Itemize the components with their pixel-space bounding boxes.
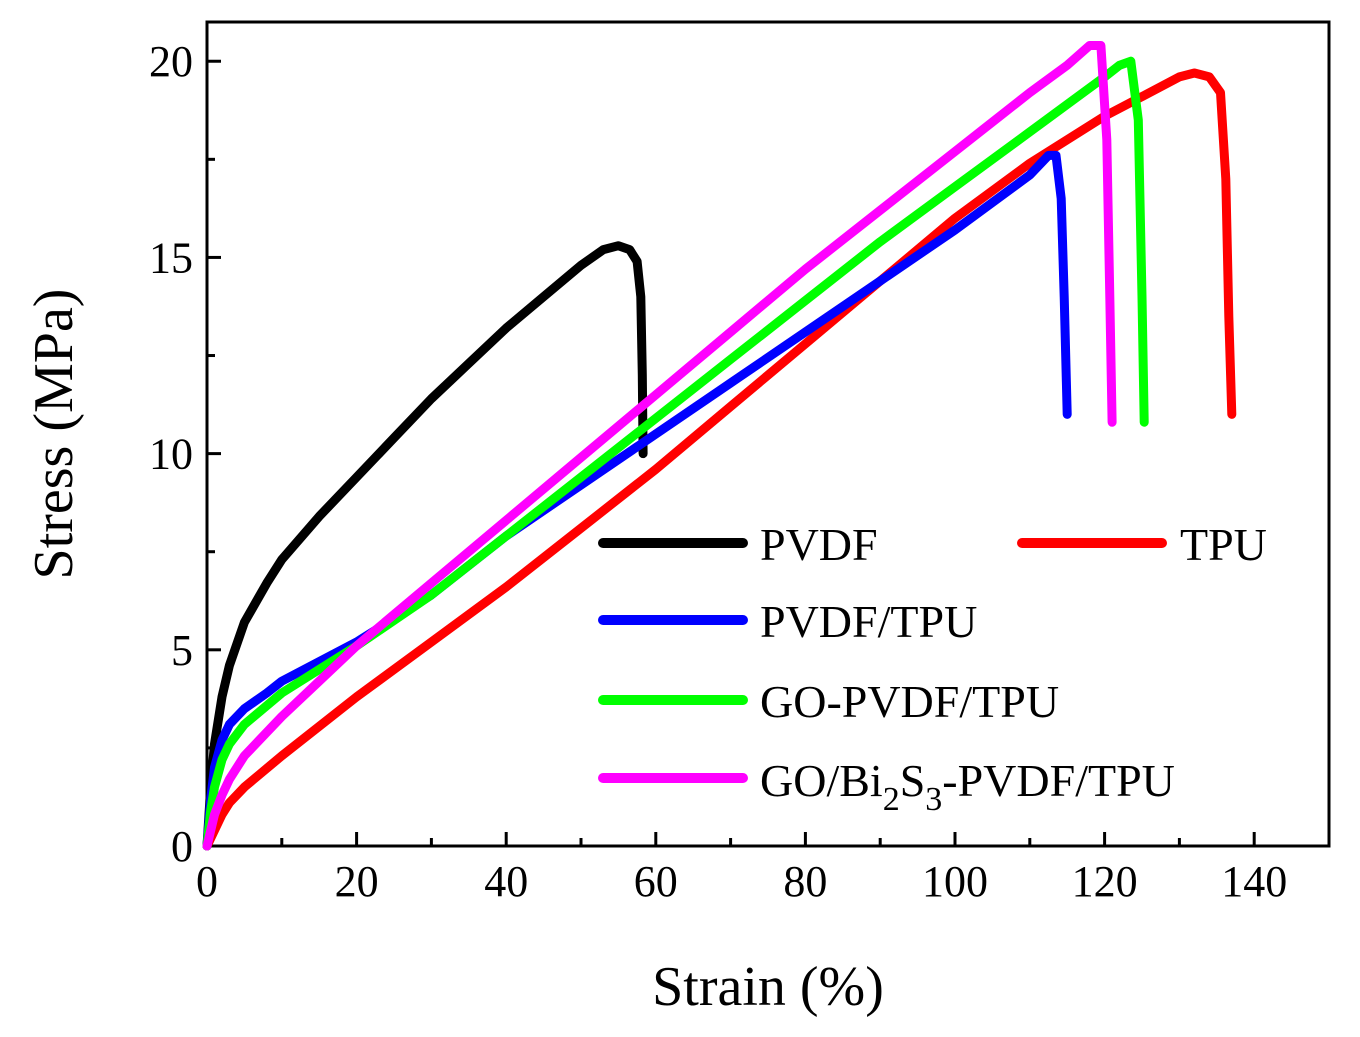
- legend: PVDF TPU PVDF/TPU GO-PVDF/TPU GO/Bi2S3-P…: [598, 519, 1267, 818]
- x-tick-label: 120: [1072, 857, 1138, 906]
- x-tick-label: 60: [634, 857, 678, 906]
- legend-label-pvdf: PVDF: [760, 519, 878, 570]
- y-tick-label: 5: [171, 626, 193, 675]
- y-axis-title: Stress (MPa): [23, 289, 85, 580]
- y-tick-label: 10: [149, 430, 193, 479]
- y-tick-label: 0: [171, 822, 193, 871]
- y-tick-label: 15: [149, 233, 193, 282]
- legend-label-tpu: TPU: [1180, 519, 1267, 570]
- plot-frame: [205, 20, 1331, 848]
- series-line-tpu: [202, 68, 1237, 851]
- x-tick-label: 80: [783, 857, 827, 906]
- series-line-go-pvdf-tpu: [202, 56, 1149, 851]
- y-tick-label: 20: [149, 37, 193, 86]
- legend-label-go-bis-pvdf-tpu: GO/Bi2S3-PVDF/TPU: [760, 755, 1175, 818]
- series-line-pvdf: [202, 241, 648, 851]
- legend-label-pvdf-tpu: PVDF/TPU: [760, 596, 977, 647]
- series-line-go-bis-pvdf-tpu: [202, 41, 1117, 851]
- y-axis-ticks: 0 5 10 15 20: [149, 37, 221, 871]
- series-lines: [202, 41, 1237, 851]
- x-axis-title: Strain (%): [652, 956, 884, 1018]
- x-tick-label: 0: [196, 857, 218, 906]
- x-axis-ticks: 0 20 40 60 80 100 120 140: [196, 832, 1331, 906]
- legend-label-go-pvdf-tpu: GO-PVDF/TPU: [760, 676, 1059, 727]
- x-tick-label: 100: [922, 857, 988, 906]
- x-tick-label: 140: [1221, 857, 1287, 906]
- series-line-pvdf-tpu: [202, 150, 1072, 851]
- x-tick-label: 40: [484, 857, 528, 906]
- x-tick-label: 20: [335, 857, 379, 906]
